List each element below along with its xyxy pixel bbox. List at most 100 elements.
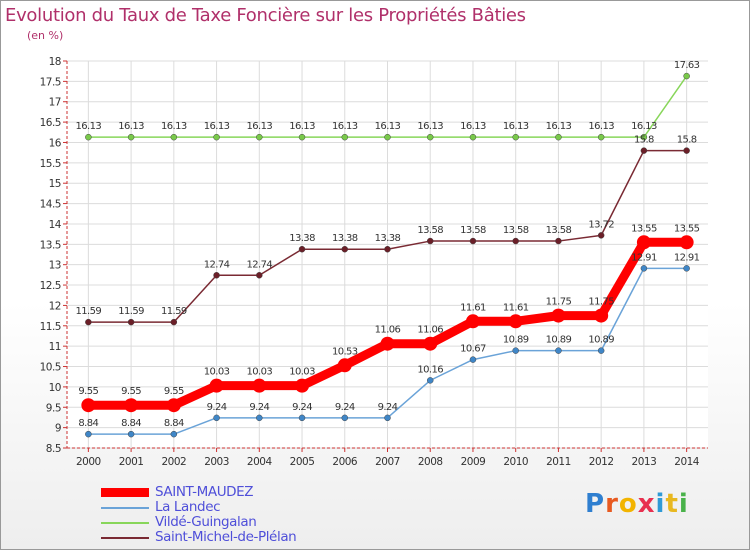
data-point-saint-michel-de-plelan bbox=[640, 147, 648, 154]
data-point-saint-maudez bbox=[508, 314, 523, 329]
x-tick-label: 2000 bbox=[76, 456, 101, 468]
data-label-vilde-guingalan: 16.13 bbox=[161, 121, 187, 132]
legend-label: Vildé-Guingalan bbox=[155, 514, 257, 530]
data-label-saint-maudez: 10.53 bbox=[332, 346, 358, 357]
series-lines bbox=[81, 72, 694, 438]
y-tick-label: 12.5 bbox=[40, 280, 61, 292]
y-tick-label: 16 bbox=[49, 137, 62, 149]
data-label-saint-michel-de-plelan: 13.38 bbox=[332, 233, 358, 244]
y-tick-label: 16.5 bbox=[40, 117, 61, 129]
data-label-vilde-guingalan: 16.13 bbox=[246, 121, 272, 132]
logo-letter: i bbox=[655, 489, 666, 519]
data-point-la-landec bbox=[512, 347, 519, 354]
data-label-vilde-guingalan: 16.13 bbox=[375, 121, 401, 132]
y-tick-label: 15.5 bbox=[40, 158, 61, 170]
data-label-saint-maudez: 11.61 bbox=[503, 302, 529, 313]
data-label-vilde-guingalan: 16.13 bbox=[289, 121, 315, 132]
data-point-saint-michel-de-plelan bbox=[555, 237, 562, 245]
x-tick-label: 2010 bbox=[503, 456, 528, 468]
data-point-vilde-guingalan bbox=[384, 133, 391, 141]
data-point-saint-michel-de-plelan bbox=[213, 272, 220, 279]
data-label-vilde-guingalan: 16.13 bbox=[332, 121, 358, 132]
x-tick-label: 2006 bbox=[332, 456, 358, 468]
data-point-vilde-guingalan bbox=[555, 133, 562, 141]
y-tick-label: 11 bbox=[49, 341, 61, 353]
data-point-vilde-guingalan bbox=[512, 133, 519, 141]
data-point-vilde-guingalan bbox=[298, 133, 306, 141]
data-label-saint-michel-de-plelan: 15.8 bbox=[634, 135, 654, 146]
data-point-la-landec bbox=[426, 377, 434, 384]
x-tick-label: 2002 bbox=[161, 456, 186, 468]
x-tick-label: 2003 bbox=[204, 456, 229, 468]
logo-letter: i bbox=[678, 489, 689, 519]
x-tick-label: 2013 bbox=[632, 456, 657, 468]
data-label-saint-michel-de-plelan: 13.38 bbox=[375, 233, 401, 244]
data-point-saint-maudez bbox=[124, 398, 139, 413]
data-point-saint-michel-de-plelan bbox=[512, 237, 519, 245]
data-label-vilde-guingalan: 16.13 bbox=[76, 121, 102, 132]
data-label-saint-michel-de-plelan: 13.38 bbox=[289, 233, 315, 244]
x-tick-label: 2014 bbox=[674, 456, 700, 468]
data-label-saint-michel-de-plelan: 13.58 bbox=[503, 225, 529, 236]
data-label-saint-maudez: 11.61 bbox=[460, 302, 486, 313]
data-label-saint-michel-de-plelan: 11.59 bbox=[161, 306, 187, 317]
y-tick-label: 14.5 bbox=[40, 199, 61, 211]
data-label-saint-maudez: 13.55 bbox=[674, 223, 700, 234]
data-label-saint-michel-de-plelan: 12.74 bbox=[246, 259, 272, 270]
data-point-saint-maudez bbox=[380, 336, 395, 351]
data-label-la-landec: 9.24 bbox=[249, 402, 269, 413]
data-label-saint-maudez: 11.75 bbox=[588, 297, 614, 308]
data-label-la-landec: 10.16 bbox=[417, 364, 443, 375]
data-label-vilde-guingalan: 16.13 bbox=[503, 121, 529, 132]
data-label-la-landec: 9.24 bbox=[292, 402, 312, 413]
data-label-saint-michel-de-plelan: 13.58 bbox=[417, 225, 443, 236]
data-point-saint-maudez bbox=[166, 398, 181, 413]
data-point-la-landec bbox=[384, 414, 391, 422]
data-point-saint-michel-de-plelan bbox=[85, 318, 92, 326]
data-label-vilde-guingalan: 16.13 bbox=[118, 121, 144, 132]
data-point-saint-maudez bbox=[551, 308, 566, 323]
data-point-saint-maudez bbox=[594, 308, 609, 323]
data-point-saint-maudez bbox=[209, 378, 224, 393]
data-label-la-landec: 9.24 bbox=[207, 402, 227, 413]
y-tick-label: 11.5 bbox=[40, 321, 61, 333]
x-tick-label: 2005 bbox=[290, 456, 315, 468]
data-point-vilde-guingalan bbox=[213, 133, 220, 141]
data-label-saint-michel-de-plelan: 11.59 bbox=[118, 306, 144, 317]
data-point-saint-michel-de-plelan bbox=[298, 245, 306, 253]
data-point-la-landec bbox=[341, 414, 349, 422]
legend-swatch-la-landec bbox=[101, 507, 149, 509]
data-point-la-landec bbox=[170, 430, 178, 438]
data-label-saint-maudez: 11.06 bbox=[375, 325, 401, 336]
data-point-saint-michel-de-plelan bbox=[683, 147, 690, 154]
x-tick-label: 2001 bbox=[119, 456, 144, 468]
data-label-saint-maudez: 13.55 bbox=[631, 223, 657, 234]
data-label-saint-maudez: 9.55 bbox=[78, 386, 98, 397]
data-label-la-landec: 10.89 bbox=[546, 335, 572, 346]
data-label-saint-maudez: 11.06 bbox=[417, 325, 443, 336]
data-point-saint-michel-de-plelan bbox=[469, 237, 477, 245]
logo-letter: t bbox=[665, 489, 679, 519]
data-point-vilde-guingalan bbox=[341, 133, 349, 141]
legend-swatch-saint-michel-de-plelan bbox=[101, 537, 149, 539]
x-tick-label: 2008 bbox=[418, 456, 443, 468]
logo-letter: r bbox=[605, 489, 619, 519]
data-label-la-landec: 12.91 bbox=[631, 252, 657, 263]
y-axis-unit: (en %) bbox=[27, 29, 64, 42]
data-point-saint-michel-de-plelan bbox=[127, 318, 135, 326]
data-point-saint-michel-de-plelan bbox=[384, 245, 391, 253]
x-tick-label: 2009 bbox=[461, 456, 486, 468]
data-label-la-landec: 10.89 bbox=[503, 335, 529, 346]
data-point-saint-maudez bbox=[679, 235, 694, 250]
x-tick-label: 2012 bbox=[589, 456, 614, 468]
data-point-la-landec bbox=[683, 265, 690, 272]
data-label-saint-michel-de-plelan: 13.58 bbox=[546, 225, 572, 236]
data-point-saint-michel-de-plelan bbox=[170, 318, 178, 326]
data-point-vilde-guingalan bbox=[170, 133, 178, 141]
y-tick-label: 18 bbox=[49, 56, 61, 68]
data-label-saint-maudez: 9.55 bbox=[121, 386, 141, 397]
data-label-vilde-guingalan: 16.13 bbox=[204, 121, 230, 132]
y-tick-label: 14 bbox=[49, 219, 62, 231]
proxiti-logo[interactable]: Proxiti bbox=[585, 489, 689, 519]
data-label-saint-michel-de-plelan: 11.59 bbox=[76, 306, 102, 317]
